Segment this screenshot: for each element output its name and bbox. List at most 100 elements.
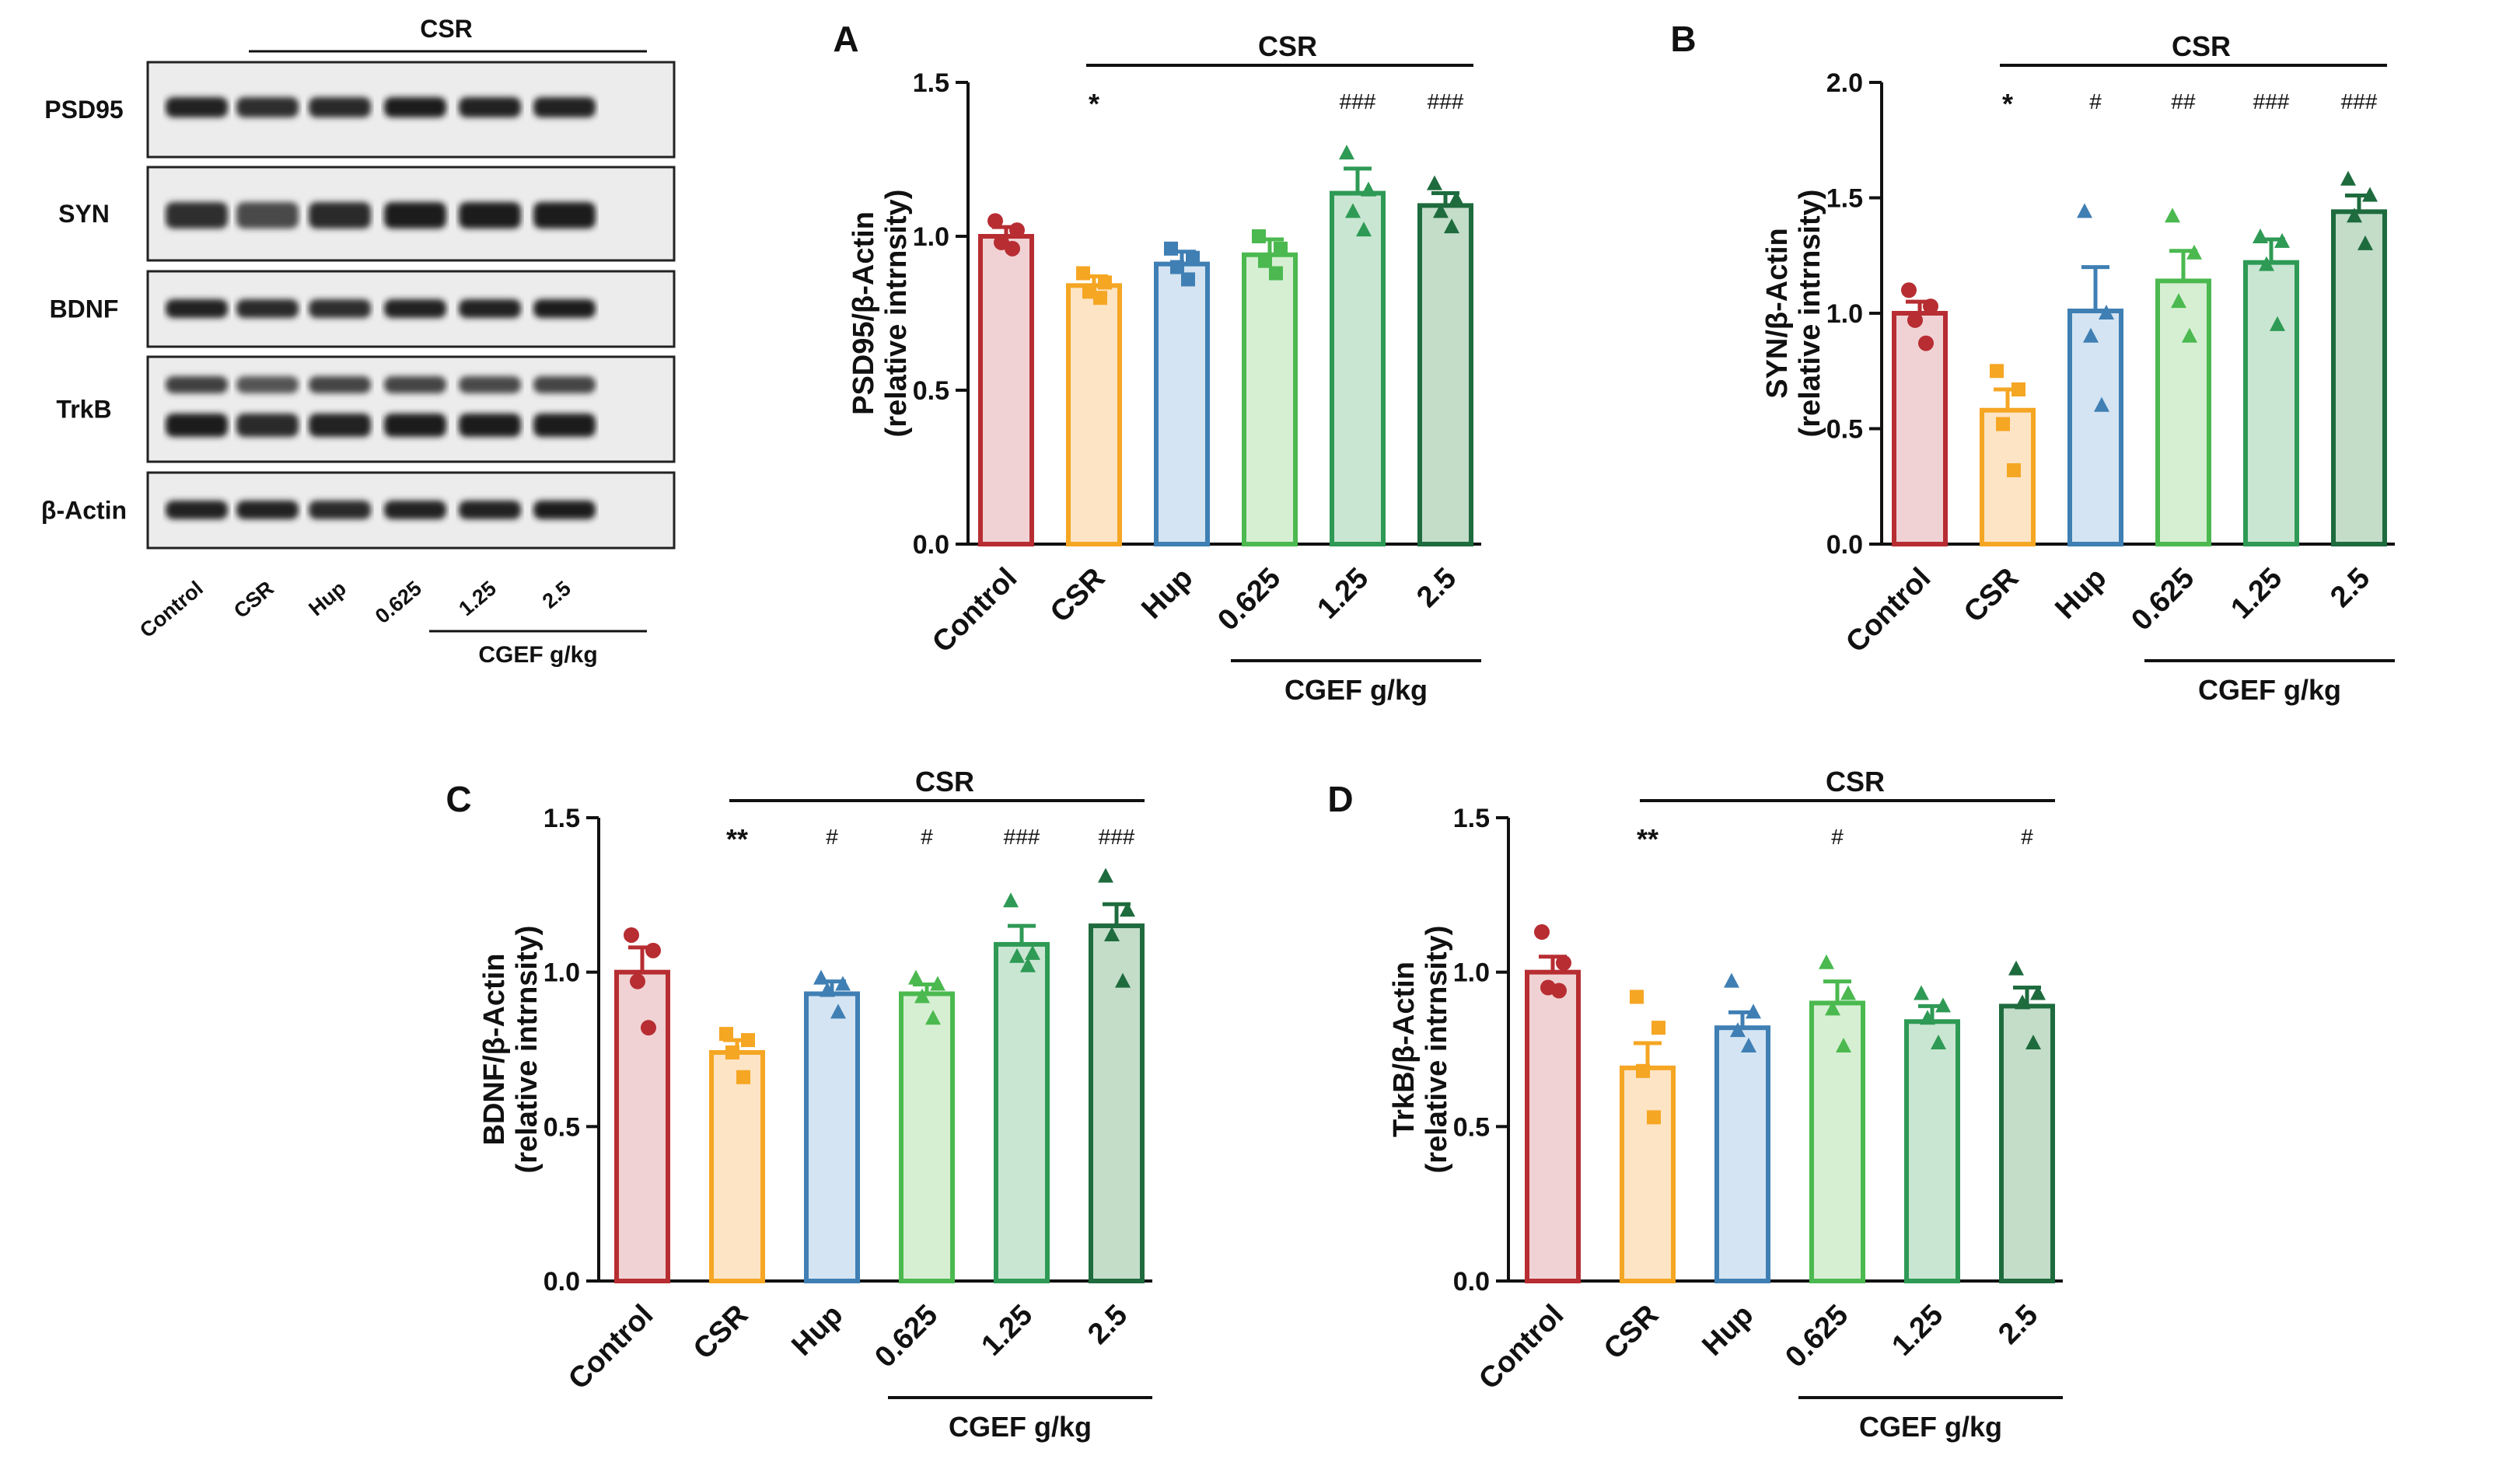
blot-band (166, 97, 228, 117)
panel-c-y-label-units: (relative intrnsity) (511, 926, 543, 1174)
blot-band (309, 501, 371, 519)
panel-a-point-control (1005, 240, 1020, 257)
panel-c-point-csr (719, 1027, 733, 1042)
panel-b-y-tick-label: 1.0 (1826, 299, 1863, 329)
blot-band (236, 97, 299, 117)
panel-a-annotation-2-5: ### (1428, 89, 1464, 113)
panel-d-bar-1-25 (1904, 1019, 1960, 1283)
western-blot: CSR PSD95 SYN BDNF TrkB β-Actin Control CSR Hu… (41, 15, 676, 668)
panel-b-point-control (1923, 298, 1938, 315)
panel-d-x-tick-label-2-5: 2.5 (1992, 1299, 2044, 1351)
panel-c-x-tick-label-hup: Hup (785, 1299, 849, 1363)
panel-c-point-1-25 (1025, 944, 1040, 960)
panel-b-x-tick-label-csr: CSR (1958, 562, 2025, 629)
panel-d-x-tick-label-hup: Hup (1696, 1299, 1760, 1363)
panel-c-cgef-label: CGEF g/kg (949, 1411, 1092, 1443)
panel-d-cgef-label: CGEF g/kg (1859, 1411, 2002, 1443)
panel-a-bar-control (978, 234, 1034, 546)
panel-c-x-tick-label-1-25: 1.25 (975, 1299, 1039, 1363)
panel-d-point-1-25 (1914, 985, 1929, 1000)
panel-b-annotation-0-625: ## (2171, 89, 2196, 113)
panel-b-point-control (1918, 335, 1934, 351)
panel-c-annotation-1-25: ### (1004, 825, 1040, 849)
panel-b-point-control (1907, 312, 1923, 328)
panel-c-point-2-5 (1120, 902, 1135, 917)
panel-d-point-csr (1630, 990, 1644, 1004)
panel-b-label: B (1670, 19, 1696, 59)
blot-lane-labels: Control CSR Hup 0.625 1.25 2.5 (135, 577, 575, 643)
panel-c-point-control (630, 973, 645, 990)
blot-lane-label-0-625: 0.625 (371, 577, 426, 628)
panel-b-x-tick-label-control: Control (1840, 562, 1937, 659)
panel-a-cgef-label: CGEF g/kg (1284, 674, 1428, 706)
panel-d-point-csr (1636, 1063, 1650, 1078)
panel-b-point-1-25 (2274, 232, 2290, 248)
panel-d-chart: D 0.0 0.5 1.0 1.5 TrkB/β-Actin (relative intr… (1327, 766, 2063, 1443)
panel-a-point-2-5 (1444, 218, 1459, 234)
panel-b-csr-label: CSR (2172, 30, 2231, 62)
panel-d-point-0-625 (1819, 954, 1834, 969)
panel-a-y-label: PSD95/β-Actin (848, 211, 880, 415)
panel-d-y-tick-label: 0.5 (1453, 1112, 1490, 1142)
panel-d-point-0-625 (1825, 1000, 1840, 1016)
panel-b-point-0-625 (2165, 208, 2180, 223)
blot-band (236, 299, 299, 318)
panel-c-point-hup (835, 976, 851, 991)
panel-d-label: D (1327, 779, 1353, 819)
blot-band (459, 376, 521, 393)
panel-b-annotation-csr: * (2002, 88, 2013, 120)
panel-c-y-tick-label: 1.5 (543, 804, 580, 833)
panel-a-y-tick-label: 0.5 (913, 376, 949, 406)
blot-band (166, 501, 228, 519)
blot-row-trkb (146, 355, 676, 463)
panel-b-point-0-625 (2186, 244, 2202, 260)
panel-b-point-2-5 (2362, 187, 2378, 202)
panel-c-x-tick-label-2-5: 2.5 (1082, 1299, 1134, 1351)
panel-d-point-hup (1746, 1003, 1761, 1019)
panel-b-x-tick-label-2-5: 2.5 (2324, 562, 2376, 614)
panel-d-x-tick-label-control: Control (1473, 1299, 1570, 1396)
panel-d-annotation-csr: ** (1637, 823, 1658, 855)
blot-band (533, 376, 596, 393)
panel-a-annotation-csr: * (1089, 88, 1099, 120)
panel-b-point-0-625 (2171, 293, 2186, 309)
panel-a-bar-2-5 (1417, 203, 1473, 546)
blot-band (533, 501, 596, 519)
panel-b-annotation-hup: # (2089, 89, 2102, 113)
panel-d-point-2-5 (2025, 1035, 2041, 1050)
panel-a-point-csr (1076, 266, 1090, 281)
panel-c-bar-csr (709, 1049, 765, 1284)
blot-band (166, 202, 228, 229)
blot-band (384, 202, 446, 229)
panel-d-point-2-5 (2008, 960, 2024, 976)
panel-b-y-tick-label: 2.0 (1826, 68, 1863, 98)
panel-a-point-csr (1093, 291, 1107, 305)
blot-band (309, 299, 371, 318)
panel-b-bar-0-625 (2155, 278, 2211, 546)
panel-c-bar-0-625 (899, 991, 955, 1283)
panel-c-chart: C 0.0 0.5 1.0 1.5 BDNF/β-Actin (relative intr… (446, 766, 1152, 1443)
blot-band (533, 414, 596, 437)
panel-a-bar-csr (1066, 283, 1122, 546)
panel-d-point-2-5 (2030, 985, 2046, 1000)
panel-a-x-tick-label-2-5: 2.5 (1410, 562, 1463, 614)
panel-a-csr-label: CSR (1258, 30, 1317, 62)
panel-a-point-hup (1164, 241, 1178, 256)
panel-c-x-tick-label-control: Control (562, 1299, 659, 1396)
blot-band (309, 202, 371, 229)
panel-a-point-hup (1181, 272, 1195, 287)
panel-c-point-hup (820, 982, 835, 997)
panel-b-x-tick-label-0-625: 0.625 (2125, 562, 2200, 637)
panel-b-point-hup (2099, 305, 2114, 319)
panel-c-point-csr (741, 1033, 755, 1048)
blot-csr-label: CSR (420, 15, 473, 43)
blot-band (384, 299, 446, 318)
panel-a-point-1-25 (1339, 145, 1354, 160)
blot-band (166, 414, 228, 437)
panel-a-x-tick-label-0-625: 0.625 (1211, 562, 1287, 637)
panel-d-annotation-0-625: # (1831, 825, 1844, 849)
panel-b-x-tick-label-1-25: 1.25 (2225, 562, 2288, 626)
panel-b-x-tick-label-hup: Hup (2049, 562, 2113, 626)
panel-a-point-2-5 (1449, 190, 1464, 206)
panel-b-bar-1-25 (2243, 260, 2299, 546)
